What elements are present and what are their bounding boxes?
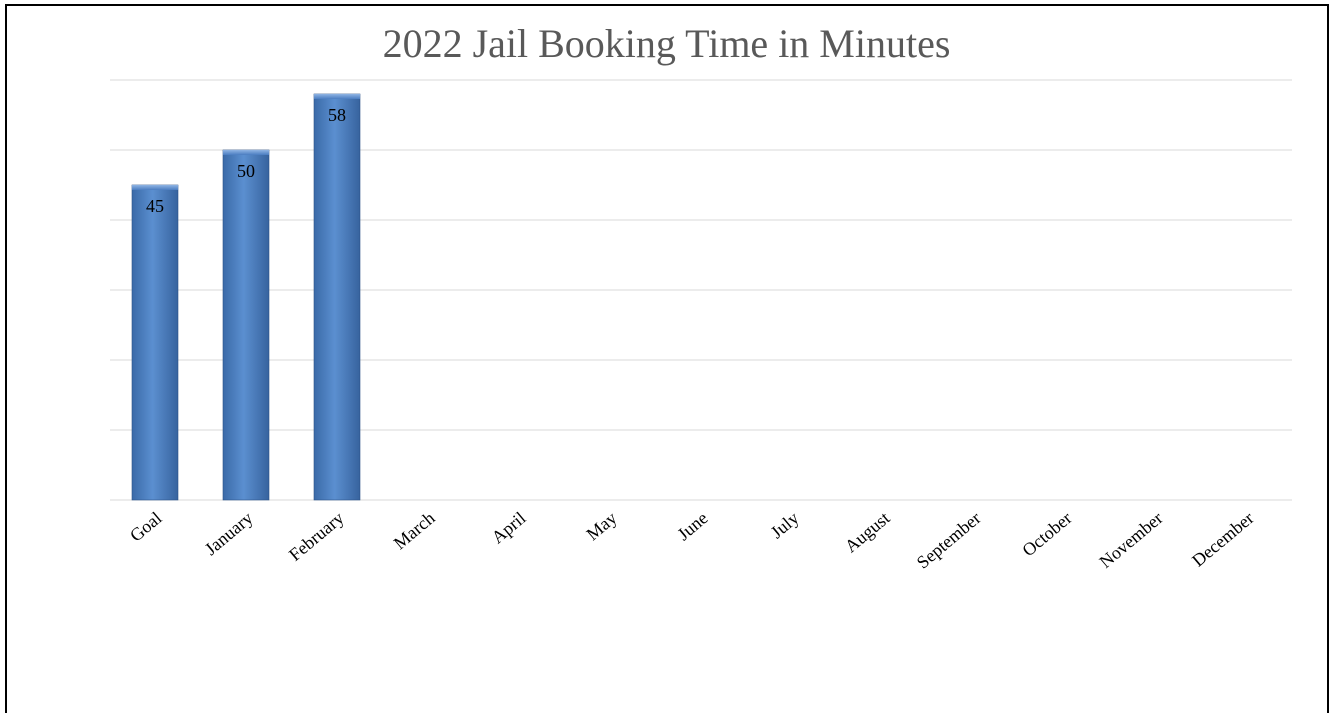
chart-title: 2022 Jail Booking Time in Minutes [382, 21, 951, 66]
x-tick-label-june: June [673, 508, 711, 545]
x-tick-label-august: August [841, 508, 894, 557]
x-tick-label-july: July [767, 508, 803, 543]
x-tick-label-may: May [582, 508, 620, 545]
x-tick-label-goal: Goal [126, 508, 166, 546]
x-tick-label-february: February [285, 508, 348, 565]
data-labels: 45 50 58 [146, 105, 346, 216]
data-label-january: 50 [237, 161, 255, 181]
gridlines [110, 79, 1292, 501]
data-label-goal: 45 [146, 196, 164, 216]
bar-january [222, 149, 270, 501]
bar-goal [131, 184, 179, 501]
data-label-february: 58 [328, 105, 346, 125]
bar-cap-goal [132, 185, 178, 190]
x-tick-label-september: September [913, 508, 985, 573]
bar-cap-january [223, 150, 269, 155]
x-tick-label-october: October [1018, 508, 1075, 561]
x-axis-tick-labels: Goal January February March April May June July… [126, 508, 1258, 573]
x-tick-label-march: March [390, 508, 439, 554]
x-tick-label-january: January [201, 508, 257, 559]
bars [131, 93, 361, 501]
bar-february [313, 93, 361, 501]
bar-cap-february [314, 94, 360, 99]
x-tick-label-november: November [1096, 508, 1167, 572]
x-tick-label-april: April [488, 508, 530, 548]
x-tick-label-december: December [1188, 508, 1258, 571]
